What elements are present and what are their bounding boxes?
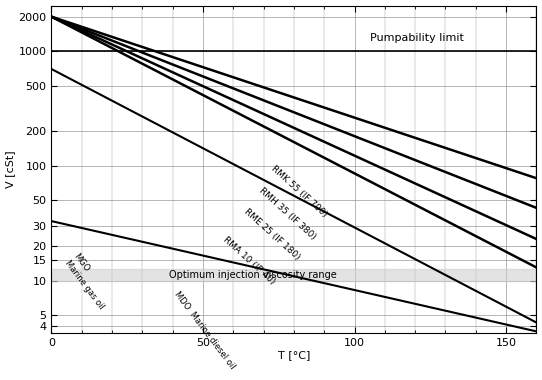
Text: MDO  Marine diesel oil: MDO Marine diesel oil xyxy=(172,290,237,370)
Text: RMA 10 (IF 40): RMA 10 (IF 40) xyxy=(221,234,276,286)
Text: RMH 35 (IF 380): RMH 35 (IF 380) xyxy=(257,186,318,242)
Bar xyxy=(51,269,537,280)
Text: MGO
Marine gas oil: MGO Marine gas oil xyxy=(63,252,114,311)
Text: RMK 55 (IF 700): RMK 55 (IF 700) xyxy=(269,165,329,219)
Text: Pumpability limit: Pumpability limit xyxy=(370,33,463,43)
Text: Optimum injection viscosity range: Optimum injection viscosity range xyxy=(169,270,337,280)
Text: RME 25 (IF 180): RME 25 (IF 180) xyxy=(242,207,301,262)
Y-axis label: V [cSt]: V [cSt] xyxy=(5,150,16,188)
X-axis label: T [°C]: T [°C] xyxy=(278,350,310,361)
